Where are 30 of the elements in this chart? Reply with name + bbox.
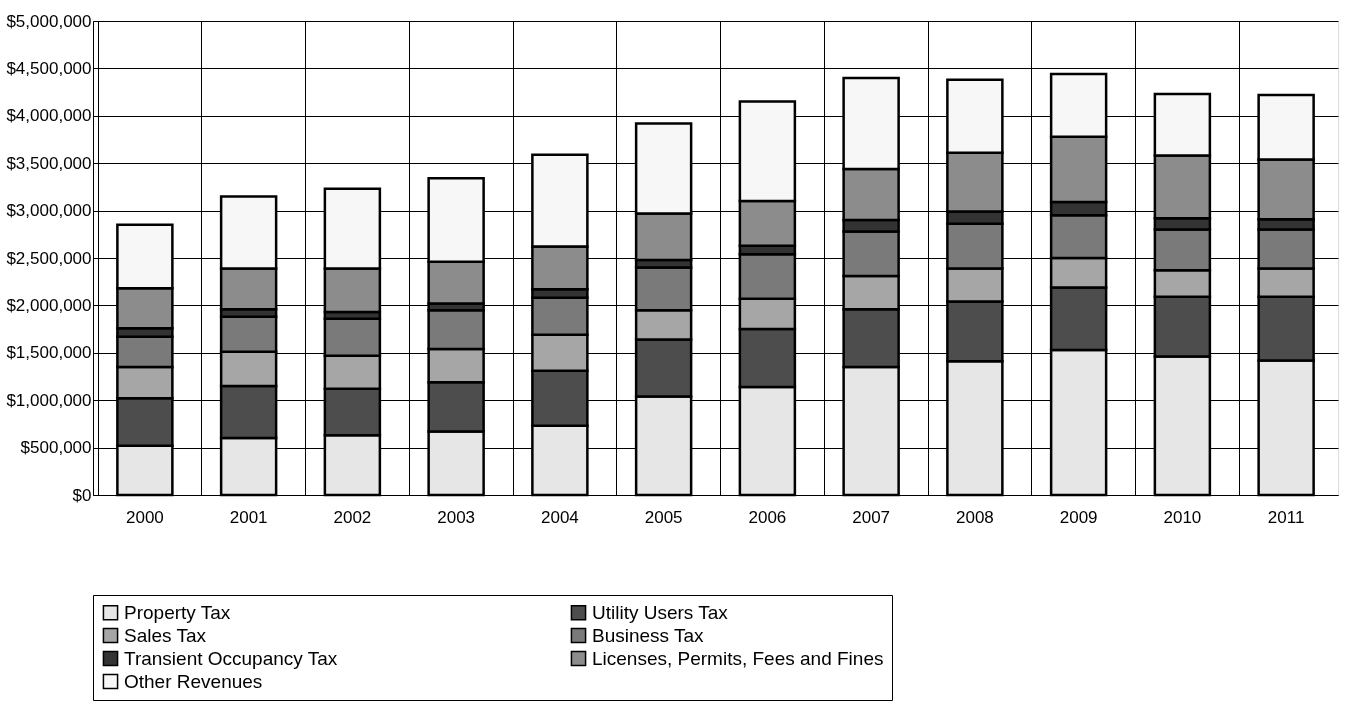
y-tick-label: $1,000,000 [6,390,92,410]
y-tick-label: $2,000,000 [6,295,92,315]
x-tick-label: 2008 [955,507,994,527]
legend-label: Other Revenues [124,670,263,692]
x-tick-label: 2002 [333,507,372,527]
legend-label: Licenses, Permits, Fees and Fines [592,647,884,669]
legend-label: Sales Tax [124,624,207,646]
legend-label: Business Tax [592,624,705,646]
y-tick-label: $500,000 [20,438,92,458]
x-tick-label: 2003 [437,507,476,527]
legend-label: Property Tax [124,601,231,623]
x-tick-label: 2011 [1267,507,1305,527]
y-tick-label: $4,000,000 [6,106,92,126]
y-tick-label: $5,000,000 [6,11,92,31]
x-tick-label: 2001 [229,507,268,527]
x-tick-label: 2000 [125,507,164,527]
y-tick-label: $2,500,000 [6,248,92,268]
legend-label: Transient Occupancy Tax [124,647,338,669]
x-tick-label: 2004 [540,507,579,527]
y-tick-label: $3,000,000 [6,201,92,221]
y-tick-label: $4,500,000 [6,58,92,78]
x-tick-label: 2006 [748,507,787,527]
legend-label: Utility Users Tax [592,601,729,623]
y-tick-label: $3,500,000 [6,153,92,173]
y-tick-label: $0 [72,485,92,505]
x-tick-label: 2007 [852,507,891,527]
x-tick-label: 2009 [1059,507,1098,527]
y-tick-label: $1,500,000 [6,343,92,363]
x-tick-label: 2005 [644,507,683,527]
x-tick-label: 2010 [1163,507,1202,527]
